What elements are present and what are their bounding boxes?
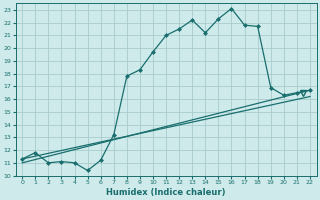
X-axis label: Humidex (Indice chaleur): Humidex (Indice chaleur): [106, 188, 226, 197]
